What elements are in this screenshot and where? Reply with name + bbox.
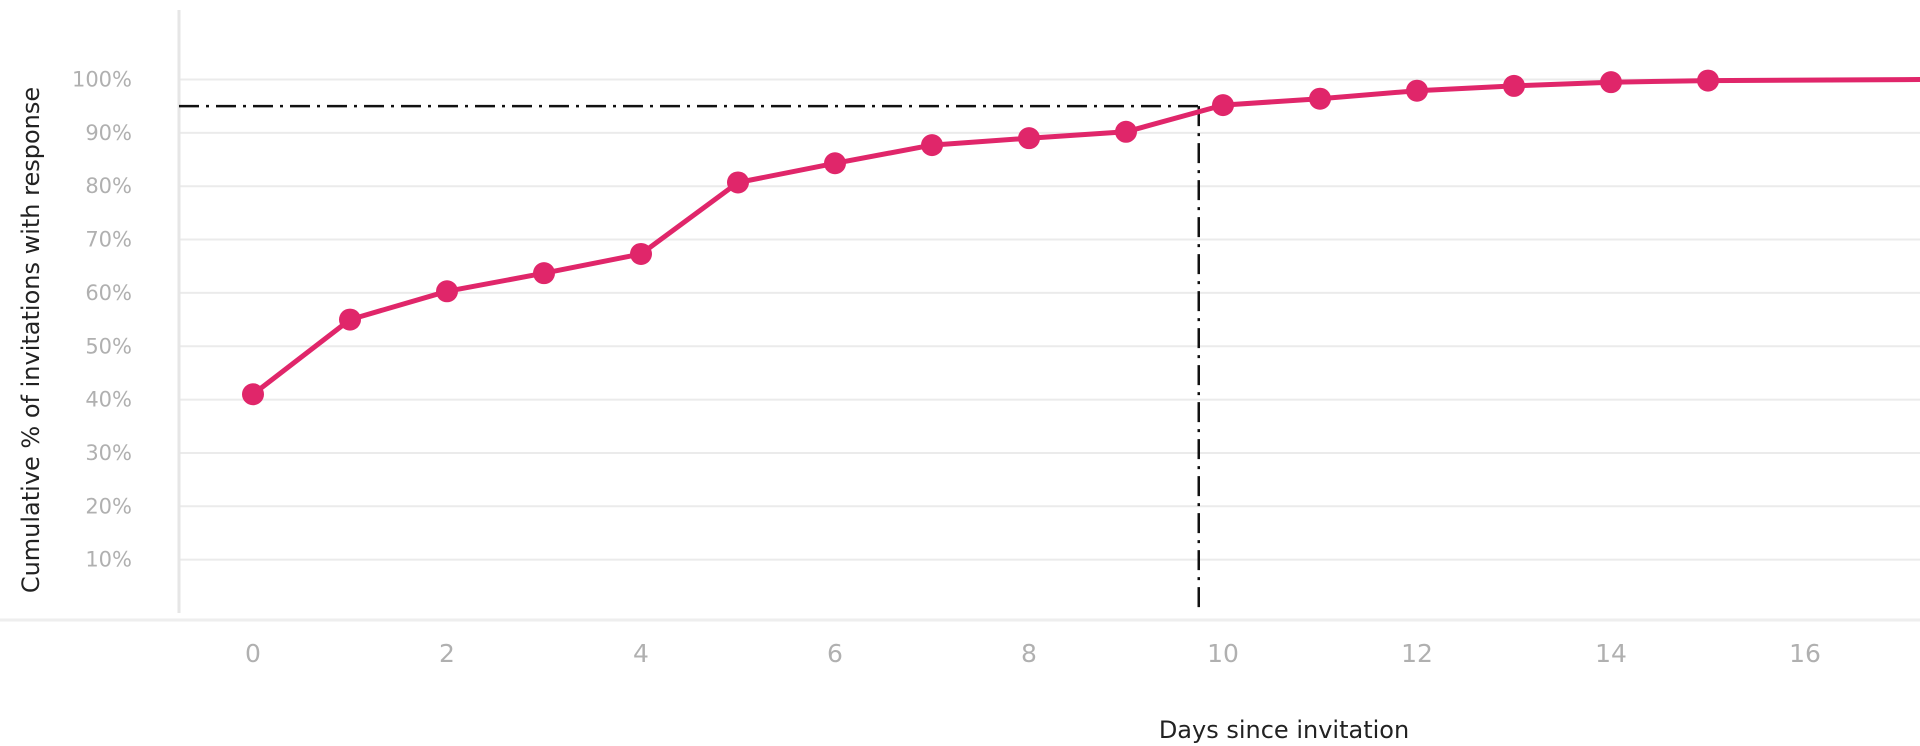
data-point xyxy=(242,383,264,406)
data-point xyxy=(1697,69,1719,92)
series-layer xyxy=(242,69,1920,406)
x-tick-label: 12 xyxy=(1401,639,1433,668)
data-point xyxy=(727,171,749,194)
data-point xyxy=(1115,120,1137,143)
data-point xyxy=(824,152,846,175)
x-tick-label: 6 xyxy=(827,639,843,668)
x-tick-label: 14 xyxy=(1595,639,1627,668)
x-tick-label: 2 xyxy=(439,639,455,668)
y-tick-label: 50% xyxy=(85,334,132,358)
y-tick-label: 60% xyxy=(85,281,132,305)
x-tick-label: 0 xyxy=(245,639,261,668)
data-point xyxy=(921,134,943,157)
x-axis-label: Days since invitation xyxy=(1159,716,1409,744)
data-point xyxy=(1309,87,1331,110)
y-tick-label: 100% xyxy=(72,68,132,92)
y-tick-label: 70% xyxy=(85,228,132,252)
y-tick-label: 40% xyxy=(85,388,132,412)
y-tick-label: 90% xyxy=(85,121,132,145)
x-tick-label: 8 xyxy=(1021,639,1037,668)
x-tick-label: 4 xyxy=(633,639,649,668)
y-axis-label: Cumulative % of invitations with respons… xyxy=(17,87,45,593)
y-tick-label: 30% xyxy=(85,441,132,465)
data-point xyxy=(1503,74,1525,97)
data-point xyxy=(1600,71,1622,94)
y-tick-label: 10% xyxy=(85,548,132,572)
y-tick-label: 80% xyxy=(85,174,132,198)
grid-lines xyxy=(178,78,1920,561)
data-point xyxy=(1212,94,1234,117)
data-point xyxy=(533,262,555,285)
data-point xyxy=(1406,79,1428,102)
data-point xyxy=(1018,127,1040,150)
data-point xyxy=(339,308,361,331)
reference-lines xyxy=(179,104,1200,613)
data-point xyxy=(630,242,652,265)
y-tick-label: 20% xyxy=(85,494,132,518)
axes xyxy=(0,10,1920,622)
x-tick-label: 10 xyxy=(1207,639,1239,668)
data-point xyxy=(436,280,458,303)
x-tick-label: 16 xyxy=(1789,639,1821,668)
tick-labels: 10% 20% 30% 40% 50% 60% 70% 80% 90% 100% 0 2 4 6 8 10 12… xyxy=(72,68,1821,669)
